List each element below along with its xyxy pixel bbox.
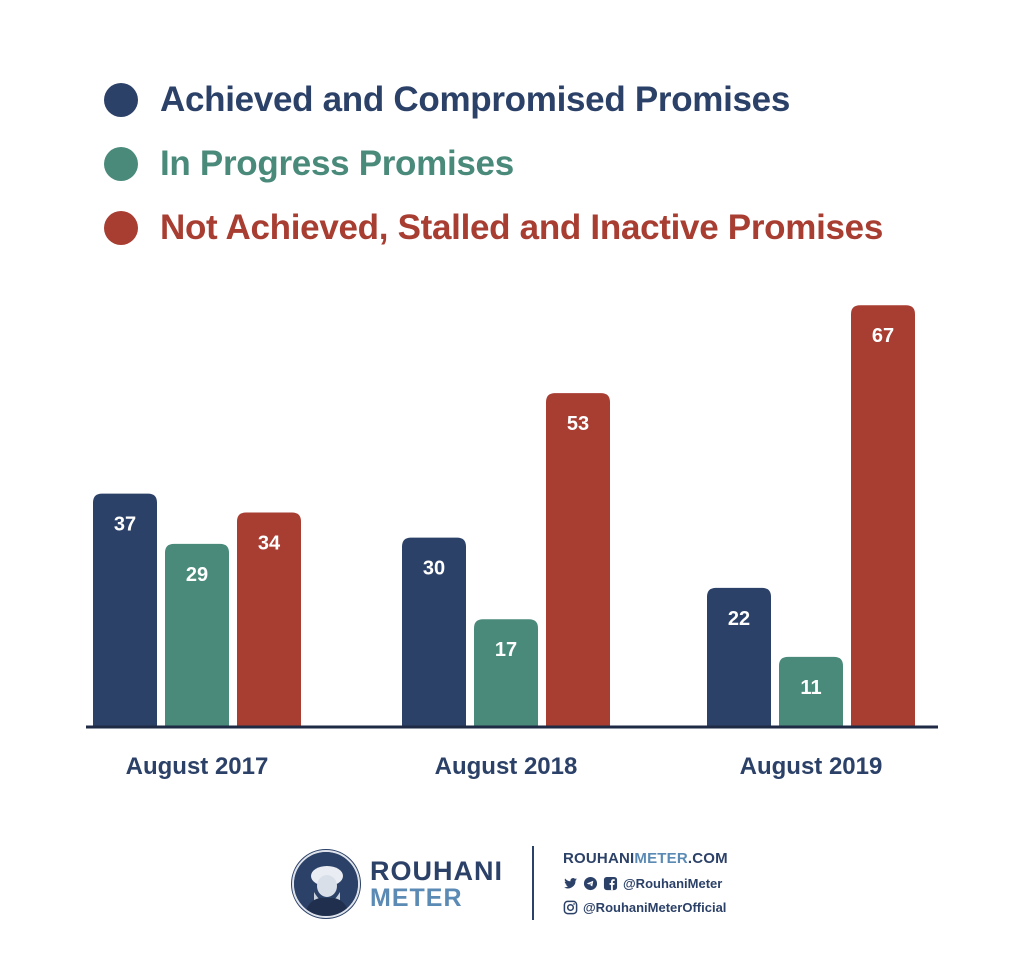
telegram-icon[interactable] (583, 876, 598, 891)
social-handle-main[interactable]: @RouhaniMeter (623, 876, 723, 891)
legend-label-achieved: Achieved and Compromised Promises (160, 80, 791, 119)
bar-august-2017-in-progress (165, 543, 229, 726)
bar-august-2018-achieved (402, 537, 466, 726)
facebook-icon[interactable] (603, 876, 618, 891)
legend-item-achieved: Achieved and Compromised Promises (104, 68, 883, 132)
data-label-august-2018-not-achieved: 53 (567, 413, 589, 435)
bar-august-2017-not-achieved (237, 512, 301, 726)
bar-august-2018-in-progress (474, 619, 538, 726)
bar-august-2019-not-achieved (851, 305, 915, 726)
data-label-august-2017-not-achieved: 34 (258, 532, 281, 554)
brand-name-line2: METER (370, 884, 463, 912)
social-handle-instagram[interactable]: @RouhaniMeterOfficial (583, 900, 727, 915)
social-row-main: @RouhaniMeter (563, 876, 722, 891)
data-label-august-2018-in-progress: 17 (495, 639, 517, 661)
legend-dot-in-progress (104, 147, 138, 181)
footer: ROUHANI METER ROUHANIMETER.COM @RouhaniM… (0, 838, 1024, 928)
legend-label-in-progress: In Progress Promises (160, 144, 514, 183)
legend-item-not-achieved: Not Achieved, Stalled and Inactive Promi… (104, 196, 883, 260)
site-part2: METER (634, 850, 688, 867)
legend-dot-not-achieved (104, 211, 138, 245)
bar-august-2019-in-progress (779, 656, 843, 726)
brand-name-line1: ROUHANI (370, 856, 503, 886)
footer-divider (532, 846, 534, 920)
data-label-august-2018-achieved: 30 (423, 558, 445, 580)
bar-august-2018-not-achieved (546, 393, 610, 726)
twitter-icon[interactable] (563, 876, 578, 891)
site-part1: ROUHANI (563, 850, 635, 867)
data-label-august-2019-not-achieved: 67 (872, 325, 894, 347)
data-label-august-2017-in-progress: 29 (186, 564, 208, 586)
bar-chart: 37 29 34 August 2017 30 17 53 August 2018 22 11 67… (86, 305, 938, 780)
social-row-instagram: @RouhaniMeterOfficial (563, 900, 726, 915)
legend-item-in-progress: In Progress Promises (104, 132, 883, 196)
data-label-august-2019-achieved: 22 (728, 608, 750, 630)
data-label-august-2019-in-progress: 11 (800, 677, 821, 699)
legend-label-not-achieved: Not Achieved, Stalled and Inactive Promi… (160, 208, 883, 247)
site-part3: .COM (687, 850, 728, 867)
bar-august-2019-achieved (707, 587, 771, 726)
website-link[interactable]: ROUHANIMETER.COM (563, 850, 728, 867)
category-label-august-2017: August 2017 (126, 753, 269, 780)
data-label-august-2017-achieved: 37 (114, 514, 136, 536)
category-label-august-2018: August 2018 (435, 753, 578, 780)
instagram-icon[interactable] (563, 900, 578, 915)
legend-dot-achieved (104, 83, 138, 117)
logo-portrait-icon (292, 850, 360, 918)
category-label-august-2019: August 2019 (740, 753, 883, 780)
bar-august-2017-achieved (93, 493, 157, 726)
legend: Achieved and Compromised Promises In Pro… (104, 68, 883, 260)
